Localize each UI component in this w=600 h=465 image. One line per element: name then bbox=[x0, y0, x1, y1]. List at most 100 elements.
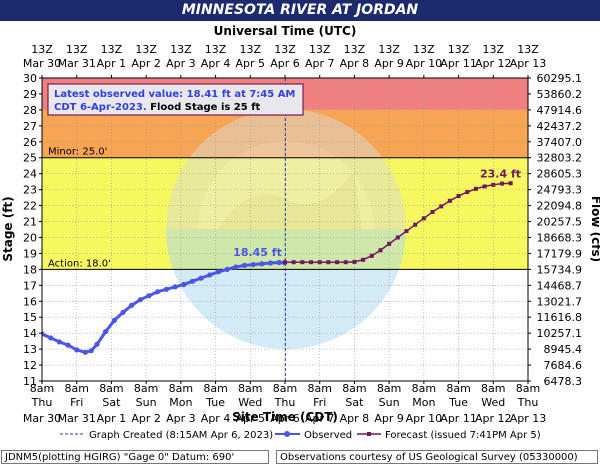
top-tick-date: Apr 2 bbox=[131, 57, 161, 70]
top-tick-hour: 13Z bbox=[170, 43, 192, 56]
top-tick-date: Apr 4 bbox=[201, 57, 231, 70]
bottom-tick-date: Apr 10 bbox=[406, 412, 443, 425]
flow-tick-label: 28605.3 bbox=[537, 168, 583, 181]
forecast-point bbox=[430, 209, 435, 214]
top-tick-date: Apr 8 bbox=[340, 57, 370, 70]
observed-point bbox=[181, 281, 187, 288]
bottom-tick-date: Apr 5 bbox=[236, 412, 266, 425]
forecast-point bbox=[395, 235, 400, 240]
observed-point bbox=[42, 331, 45, 337]
bottom-tick-date: Apr 9 bbox=[374, 412, 404, 425]
top-tick-date: Apr 1 bbox=[97, 57, 127, 70]
bottom-tick-day: Tue bbox=[205, 396, 225, 409]
bottom-tick-date: Apr 13 bbox=[510, 412, 547, 425]
forecast-point bbox=[421, 216, 426, 221]
observed-point bbox=[224, 266, 230, 272]
bottom-tick-day: Sun bbox=[379, 396, 400, 409]
flow-tick-label: 6478.3 bbox=[544, 375, 583, 388]
bottom-tick-day: Sun bbox=[136, 396, 157, 409]
bottom-tick-time: 8am bbox=[99, 382, 123, 395]
top-tick-date: Apr 9 bbox=[374, 57, 404, 70]
forecast-point bbox=[361, 257, 366, 262]
top-tick-date: Apr 5 bbox=[236, 57, 266, 70]
top-tick-hour: 13Z bbox=[240, 43, 262, 56]
y-tick-label: 12 bbox=[23, 359, 37, 372]
forecast-point bbox=[335, 260, 340, 265]
bottom-tick-date: Apr 8 bbox=[340, 412, 370, 425]
top-tick-hour: 13Z bbox=[205, 43, 227, 56]
forecast-point bbox=[465, 190, 470, 195]
legend-observed-label: Observed bbox=[304, 430, 352, 441]
forecast-point bbox=[309, 260, 314, 265]
y-tick-label: 20 bbox=[23, 231, 37, 244]
top-tick-hour: 13Z bbox=[448, 43, 470, 56]
latest-value-box bbox=[47, 83, 304, 116]
observed-point bbox=[94, 341, 100, 347]
observed-point bbox=[74, 347, 80, 353]
top-tick-date: Apr 7 bbox=[305, 57, 335, 70]
bottom-tick-date: Apr 1 bbox=[97, 412, 127, 425]
observed-point bbox=[241, 262, 248, 268]
y-tick-label: 24 bbox=[23, 168, 37, 181]
bottom-tick-time: 8am bbox=[203, 382, 227, 395]
forecast-point bbox=[343, 260, 348, 265]
top-tick-hour: 13Z bbox=[135, 43, 157, 56]
top-tick-date: Apr 11 bbox=[440, 57, 477, 70]
bottom-tick-time: 8am bbox=[30, 382, 54, 395]
legend-forecast-marker bbox=[367, 432, 371, 436]
observed-point bbox=[189, 278, 196, 284]
threshold-lines: Minor: 25.0' Action: 18.0' bbox=[42, 78, 528, 381]
top-tick-hour: 13Z bbox=[274, 43, 296, 56]
flow-axis-title: Flow (cfs) bbox=[589, 196, 600, 262]
bottom-tick-time: 8am bbox=[64, 382, 88, 395]
top-tick-hour: 13Z bbox=[309, 43, 331, 56]
observed-point bbox=[172, 284, 178, 290]
top-tick-date: Apr 13 bbox=[510, 57, 547, 70]
flow-tick-label: 14468.7 bbox=[537, 279, 583, 292]
bottom-tick-time: 8am bbox=[412, 382, 436, 395]
bottom-tick-time: 8am bbox=[169, 382, 193, 395]
top-tick-date: Mar 31 bbox=[58, 57, 96, 70]
flow-tick-label: 15734.9 bbox=[537, 263, 583, 276]
chart-title: MINNESOTA RIVER AT JORDAN bbox=[0, 0, 600, 21]
gage-datum-note: JDNM5(plotting HGIRG) "Gage 0" Datum: 69… bbox=[1, 450, 269, 464]
observed-point bbox=[250, 261, 256, 268]
forecast-point bbox=[456, 194, 461, 199]
flow-tick-label: 53860.2 bbox=[537, 88, 583, 101]
bottom-tick-day: Fri bbox=[313, 396, 326, 409]
chart-legend: Graph Created (8:15AM Apr 6, 2023) Observ… bbox=[60, 430, 541, 441]
top-tick-date: Apr 12 bbox=[475, 57, 512, 70]
latest-value-date: CDT 6-Apr-2023. Flood Stage is 25 ft bbox=[54, 102, 261, 113]
flow-tick-label: 18668.3 bbox=[537, 231, 583, 244]
flow-tick-label: 13021.7 bbox=[537, 295, 583, 308]
observed-point bbox=[276, 259, 282, 266]
bottom-tick-date: Apr 4 bbox=[201, 412, 231, 425]
flow-tick-label: 47914.6 bbox=[537, 104, 583, 117]
bottom-tick-date: Apr 11 bbox=[440, 412, 477, 425]
forecast-point bbox=[369, 253, 374, 258]
observed-point bbox=[103, 328, 109, 335]
bottom-tick-day: Thu bbox=[517, 396, 539, 409]
latest-value-text: Latest observed value: 18.41 ft at 7:45 … bbox=[54, 89, 295, 100]
top-tick-hour: 13Z bbox=[101, 43, 123, 56]
y-axis-title: Stage (ft) bbox=[1, 196, 15, 261]
observed-point bbox=[207, 272, 213, 278]
bottom-tick-time: 8am bbox=[446, 382, 470, 395]
flow-tick-label: 42437.2 bbox=[537, 120, 583, 133]
top-tick-hour: 13Z bbox=[378, 43, 400, 56]
observed-point bbox=[82, 349, 88, 355]
bottom-tick-day: Mon bbox=[169, 396, 192, 409]
bottom-tick-day: Sat bbox=[345, 396, 364, 409]
top-tick-date: Apr 6 bbox=[270, 57, 300, 70]
top-tick-hour: 13Z bbox=[413, 43, 435, 56]
flow-tick-label: 32803.2 bbox=[537, 152, 583, 165]
forecast-point bbox=[352, 259, 357, 264]
chart-text-labels: 11 12 13 14 15 16 17 18 19 20 21 22 23 24 25 26 27 28 29 30… bbox=[1, 24, 600, 425]
legend-graph-created-label: Graph Created (8:15AM Apr 6, 2023) bbox=[89, 430, 273, 441]
top-tick-hour: 13Z bbox=[66, 43, 88, 56]
forecast-point bbox=[326, 260, 331, 265]
observed-point bbox=[259, 261, 265, 267]
forecast-point bbox=[291, 260, 296, 265]
top-axis-title: Universal Time (UTC) bbox=[214, 24, 357, 38]
forecast-point bbox=[499, 181, 504, 186]
